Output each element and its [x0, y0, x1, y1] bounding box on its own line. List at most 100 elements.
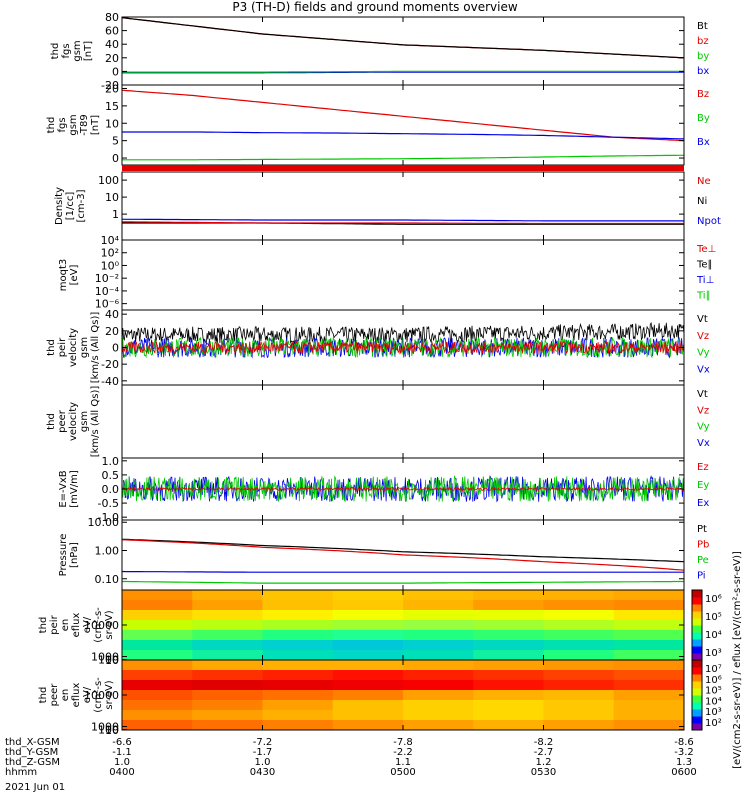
y-tick-label: 10⁻⁶ [95, 298, 120, 311]
y-tick-label: 10000 [84, 689, 119, 702]
spectrogram-cell [262, 650, 334, 661]
spectrogram-cell [192, 710, 263, 721]
legend-vz: Vz [697, 331, 709, 342]
y-tick-label: 40 [105, 38, 119, 51]
y-axis-label: peer [49, 683, 60, 707]
y-tick-label: 10² [101, 247, 119, 260]
y-axis-label: sr-eV) [104, 680, 115, 709]
y-axis-label: [mV/m] [69, 470, 80, 508]
y-tick-label: -1.0 [98, 511, 119, 524]
panel-frame [121, 239, 685, 311]
panel-frame [121, 171, 685, 241]
y-tick-label: -40 [101, 375, 119, 388]
spectrogram-cell [403, 700, 474, 711]
y-axis-label: thd [46, 339, 57, 356]
spectrogram-cell [543, 630, 615, 641]
y-tick-label: 10 [105, 191, 119, 204]
legend-bt: Bt [697, 21, 708, 32]
y-tick-label: 40 [105, 308, 119, 321]
panel-6: Vt Vz Vy Vx thd peer velocity gsm [km/s (All Qs)… [46, 384, 710, 459]
y-axis-label: thd [38, 687, 49, 704]
spectrogram-cell [613, 620, 685, 631]
legend-ex: Ex [697, 498, 709, 509]
spectrogram-cell [473, 670, 544, 681]
y-axis-label: velocity [68, 328, 79, 367]
legend-vx: Vx [697, 438, 710, 449]
colorbar-segment [692, 723, 702, 731]
y-axis-label: [nT] [83, 41, 94, 61]
y-axis-label: peir [57, 337, 68, 357]
y-tick-label: 0 [112, 65, 119, 78]
y-axis-label: thd [50, 43, 61, 60]
orbit-value: -7.2 [253, 737, 273, 748]
spectrogram-cell [543, 610, 615, 621]
panel-frame [121, 384, 685, 459]
spectrogram-cell [543, 600, 615, 611]
series-line-ey [121, 474, 685, 503]
series-line-bx [122, 131, 685, 140]
spectrogram-cell [473, 590, 544, 601]
y-axis-label: en [60, 689, 71, 702]
spectrogram-cell [613, 660, 685, 671]
orbit-value: 1.3 [676, 757, 692, 768]
y-axis-label: eV/ [82, 616, 93, 633]
y-axis-label: fgs [57, 117, 68, 132]
colorbar-tick-label: 10⁵ [705, 686, 722, 697]
y-tick-label: 0 [112, 342, 119, 355]
colorbar-tick-label: 10⁷ [705, 664, 722, 675]
y-axis-label: sr-eV) [104, 610, 115, 639]
series-line-pe [122, 580, 684, 584]
spectrogram-cell [613, 680, 685, 691]
y-tick-label: 1 [112, 208, 119, 221]
spectrogram-cell [122, 610, 193, 621]
spectrogram-cell [332, 640, 404, 651]
spectrogram-cell [473, 610, 544, 621]
panel-5: Vt Vz Vy Vx 40 20 0 -20 -40 thd peir velocity gsm [km… [46, 308, 710, 388]
spectrogram-cell [613, 700, 685, 711]
y-axis-label: eflux [71, 613, 82, 638]
spectrogram-cell [122, 680, 193, 691]
colorbar-segment [692, 632, 702, 640]
colorbar-segment [692, 653, 702, 661]
y-tick-label: 10⁻⁴ [95, 285, 120, 298]
orbit-value: -8.6 [674, 737, 694, 748]
spectrogram-cell [332, 650, 404, 661]
spectrogram-cell [262, 720, 334, 731]
colorbar-segment [692, 702, 702, 710]
y-axis-label: peer [57, 409, 68, 433]
y-tick-label: 10⁴ [101, 234, 120, 247]
y-tick-label: 0.5 [102, 469, 120, 482]
spectrogram-cell [543, 700, 615, 711]
spectrogram-cell [122, 600, 193, 611]
spectrogram-cell [543, 640, 615, 651]
spectrogram-cell [122, 710, 193, 721]
legend-te⊥: Te⊥ [696, 244, 716, 255]
spectrogram-cell [613, 640, 685, 651]
series-line-pt [121, 538, 685, 563]
colorbar-segment [692, 639, 702, 647]
colorbar-segment [692, 604, 702, 612]
colorbar-tick-label: 10⁴ [705, 696, 722, 707]
spectrogram-cell [332, 600, 404, 611]
legend-pb: Pb [697, 540, 709, 551]
legend-vz: Vz [697, 405, 709, 416]
spectrogram-cell [122, 660, 193, 671]
y-tick-label: -20 [101, 79, 119, 92]
spectrogram-cell [473, 700, 544, 711]
legend-ez: Ez [697, 462, 709, 473]
spectrogram-cell [473, 720, 544, 731]
spectrogram-cell [332, 680, 404, 691]
y-axis-label: Density [54, 187, 65, 225]
spectrogram-cell [543, 670, 615, 681]
spectrogram-cell [543, 720, 615, 731]
spectrogram-cell [473, 650, 544, 661]
legend-npot: Npot [697, 216, 721, 227]
spectrogram-cell [613, 630, 685, 641]
y-tick-label: 10.00 [88, 516, 120, 529]
spectrogram-cell [403, 610, 474, 621]
orbit-value: -6.6 [112, 737, 132, 748]
y-tick-label: 100 [98, 174, 119, 187]
spectrogram-cell [473, 620, 544, 631]
spectrogram-cell [262, 620, 334, 631]
spectrogram-cell [332, 660, 404, 671]
